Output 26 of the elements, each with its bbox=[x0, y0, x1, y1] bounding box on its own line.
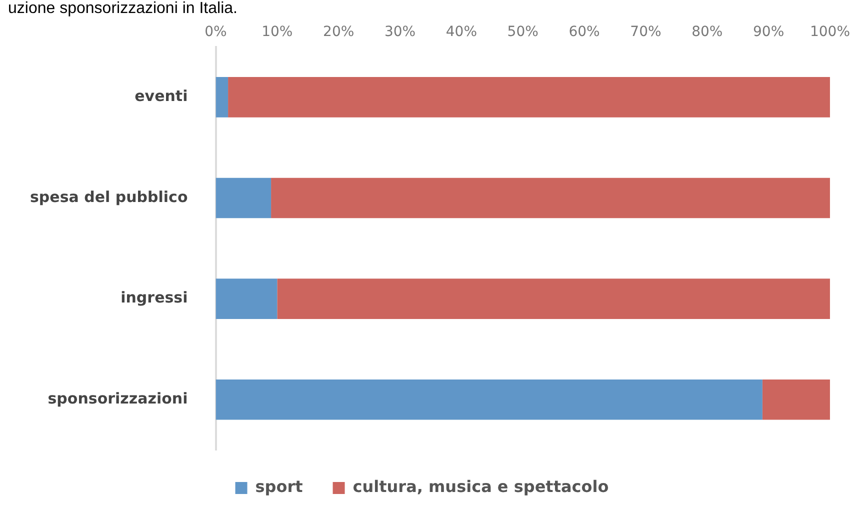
chart-title: uzione sponsorizzazioni in Italia. bbox=[8, 0, 238, 18]
bar bbox=[216, 278, 278, 319]
x-tick-label: 40% bbox=[446, 24, 478, 40]
bar bbox=[228, 77, 830, 118]
x-tick-label: 0% bbox=[204, 24, 227, 40]
y-tick-label: ingressi bbox=[120, 288, 188, 307]
x-tick-label: 60% bbox=[568, 24, 600, 40]
x-tick-label: 70% bbox=[630, 24, 662, 40]
bar bbox=[762, 379, 830, 420]
legend-label: cultura, musica e spettacolo bbox=[352, 477, 609, 496]
x-tick-label: 20% bbox=[323, 24, 354, 40]
bar bbox=[216, 178, 272, 218]
bar bbox=[271, 178, 830, 218]
y-tick-label: eventi bbox=[134, 87, 188, 106]
bar bbox=[216, 77, 228, 118]
bar bbox=[277, 278, 830, 319]
y-tick-label: sponsorizzazioni bbox=[48, 389, 188, 408]
legend-label: sport bbox=[255, 477, 304, 496]
x-tick-label: 10% bbox=[262, 24, 293, 40]
x-tick-label: 50% bbox=[507, 24, 538, 40]
x-tick-label: 30% bbox=[384, 24, 416, 40]
y-tick-label: spesa del pubblico bbox=[30, 188, 188, 206]
x-tick-label: 100% bbox=[810, 24, 850, 40]
x-tick-label: 80% bbox=[692, 24, 723, 40]
bar bbox=[216, 379, 762, 420]
x-tick-label: 90% bbox=[753, 24, 784, 40]
